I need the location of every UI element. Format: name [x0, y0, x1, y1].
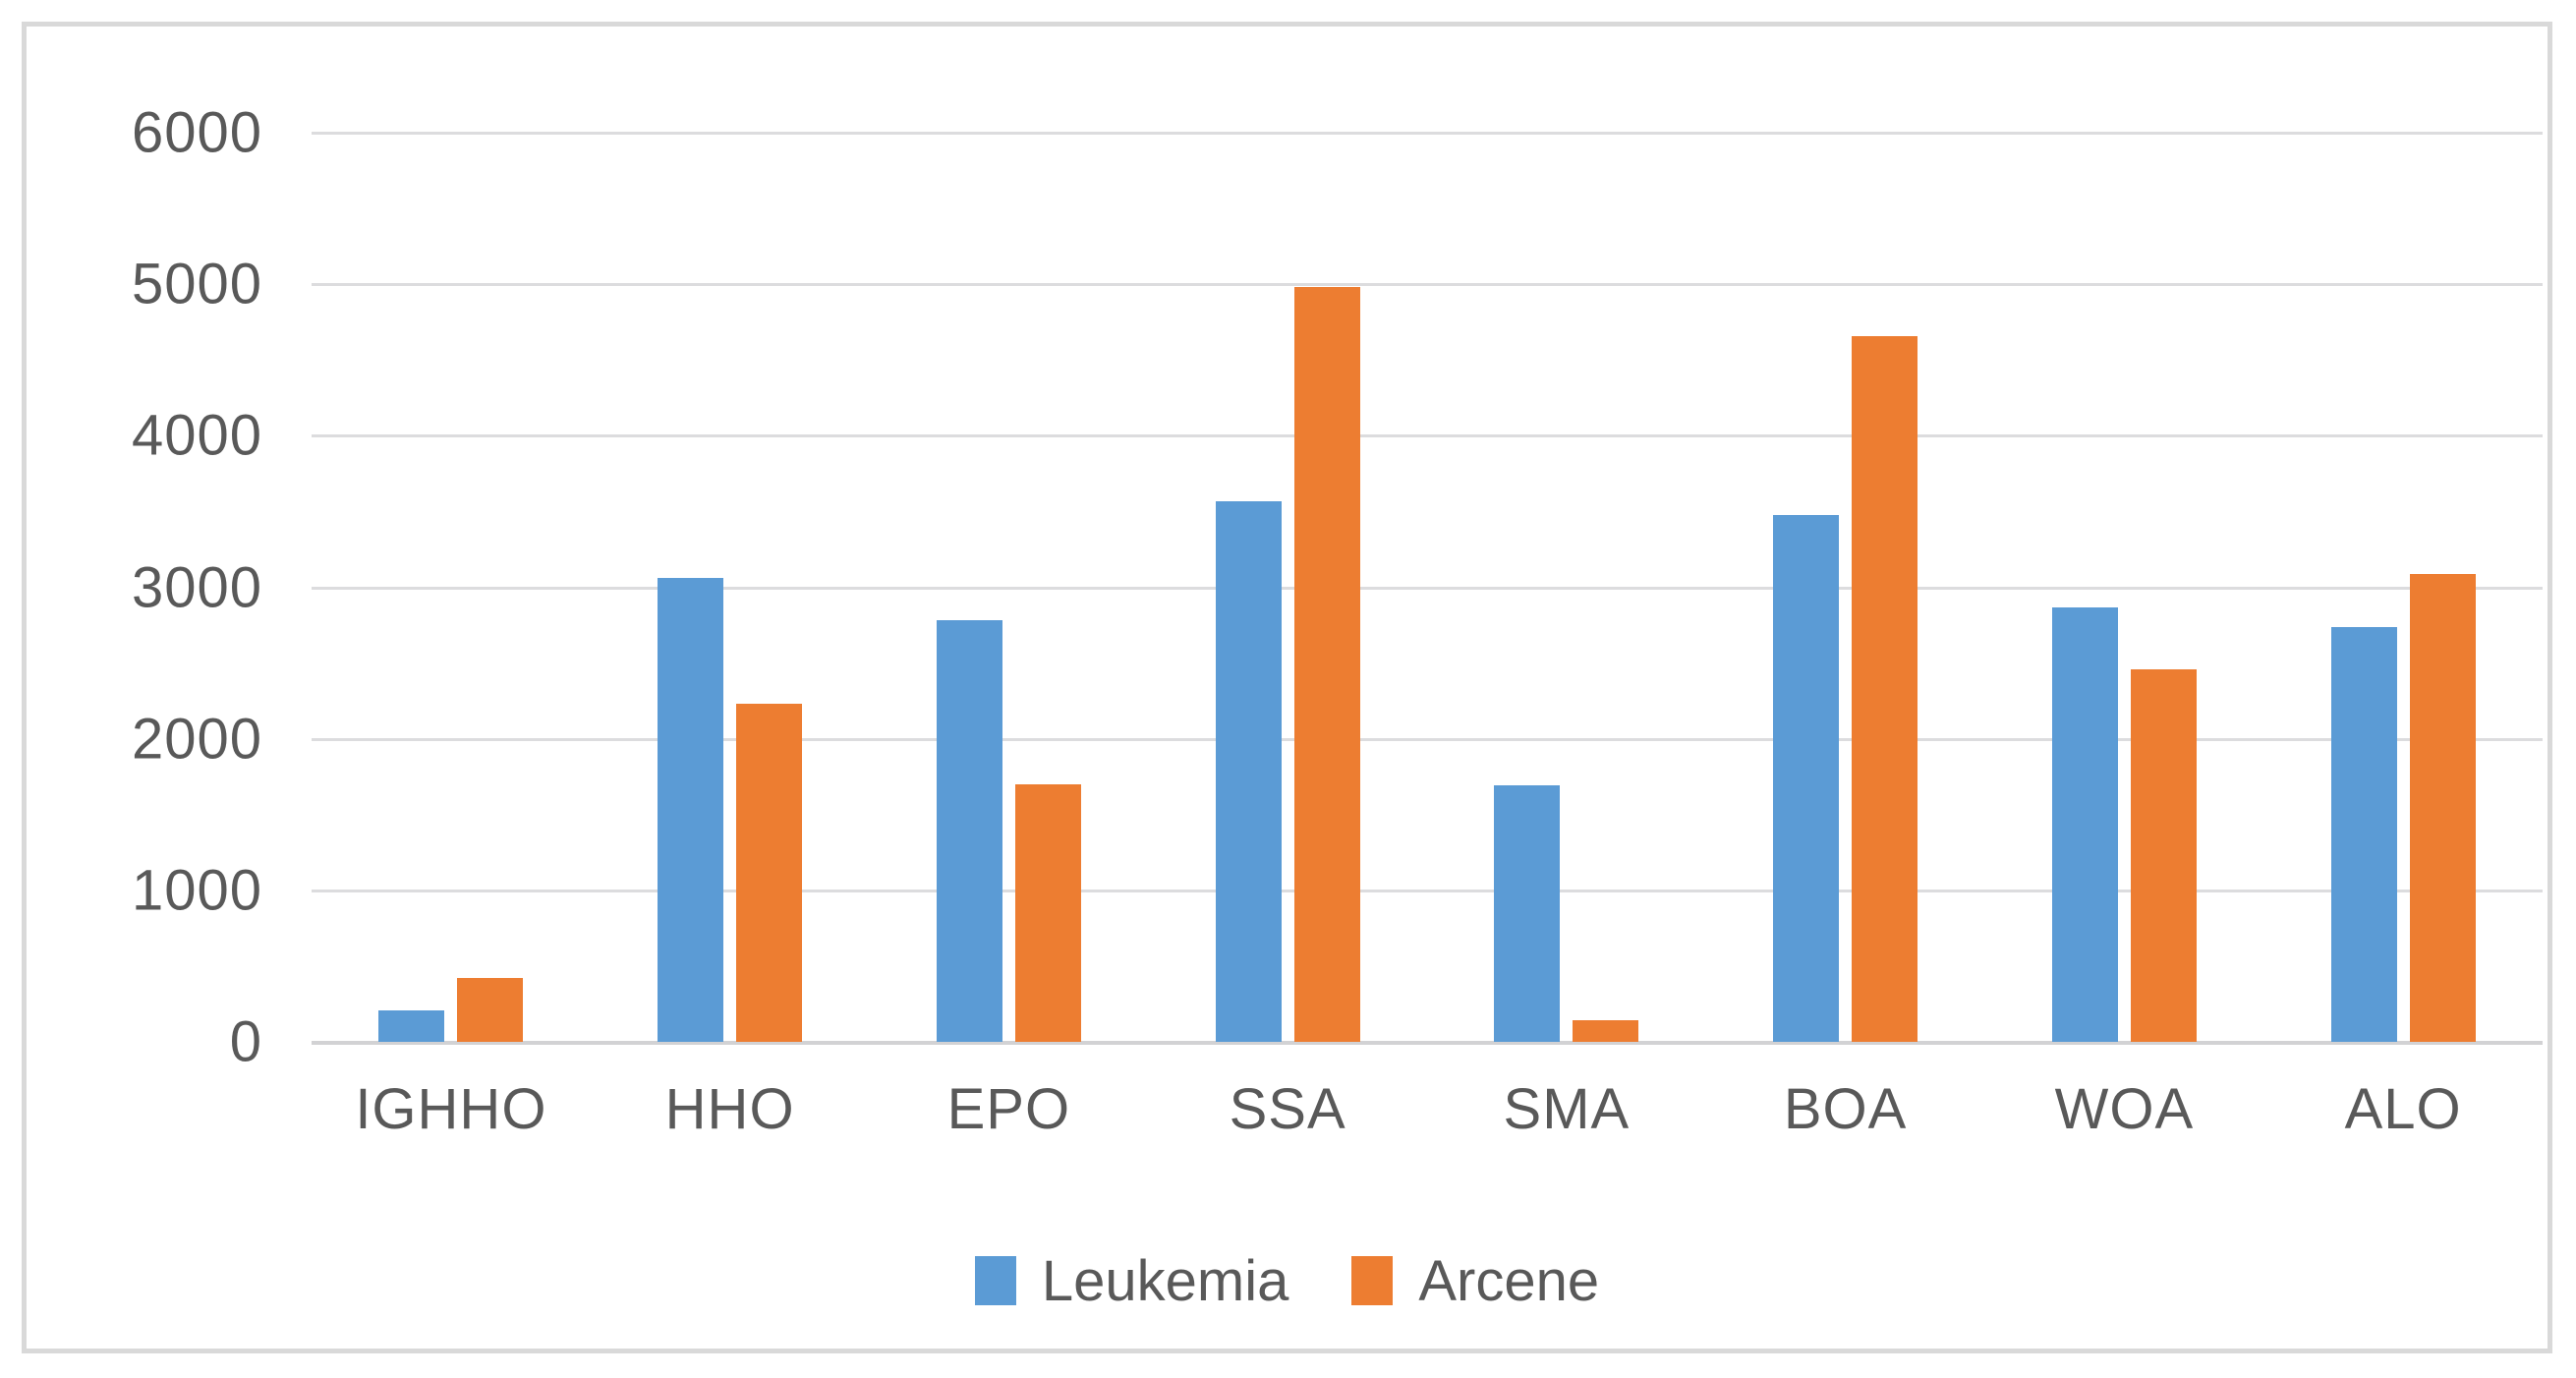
leukemia-swatch-icon — [974, 1256, 1016, 1305]
x-axis: IGHHO HHO EPO SSA SMA BOA WOA ALO — [312, 1076, 2543, 1155]
bar-group-ssa — [1148, 133, 1427, 1042]
gridline — [312, 434, 2543, 438]
arcene-bar-alo — [2409, 573, 2476, 1042]
bar-group-woa — [1985, 133, 2264, 1042]
arcene-bar-sma — [1573, 1020, 1639, 1042]
bar-group-sma — [1427, 133, 1706, 1042]
legend-entry-arcene: Arcene — [1351, 1248, 1599, 1314]
arcene-bar-epo — [1014, 783, 1081, 1042]
arcene-bar-boa — [1852, 335, 1918, 1042]
legend-label-arcene: Arcene — [1418, 1248, 1600, 1313]
plot-area — [312, 132, 2543, 1045]
x-axis-category-label: HHO — [664, 1077, 795, 1141]
bar-group-hho — [591, 133, 870, 1042]
x-axis-category-label: IGHHO — [355, 1077, 547, 1141]
chart-border-frame: 6000 5000 4000 3000 2000 1000 0 IGHHO HHO EPO SSA… — [22, 22, 2552, 1353]
y-axis-tick-label: 3000 — [131, 555, 262, 619]
gridline — [312, 889, 2543, 892]
y-axis-tick-label: 0 — [229, 1009, 262, 1074]
y-axis-tick-label: 2000 — [131, 707, 262, 772]
x-axis-category-label: WOA — [2054, 1077, 2195, 1141]
arcene-bar-hho — [736, 704, 803, 1042]
leukemia-bar-ssa — [1215, 500, 1282, 1042]
gridline — [312, 737, 2543, 741]
x-axis-category-label: BOA — [1783, 1077, 1908, 1141]
y-axis-tick-label: 6000 — [131, 100, 262, 165]
gridline — [312, 132, 2543, 135]
bar-group-boa — [1706, 133, 1985, 1042]
arcene-bar-woa — [2130, 668, 2197, 1042]
bar-group-alo — [2263, 133, 2543, 1042]
x-axis-category-label: SMA — [1503, 1077, 1631, 1141]
arcene-swatch-icon — [1351, 1256, 1394, 1305]
y-axis: 6000 5000 4000 3000 2000 1000 0 — [27, 101, 262, 1074]
leukemia-bar-sma — [1494, 785, 1561, 1042]
leukemia-bar-hho — [658, 578, 724, 1042]
bar-group-epo — [870, 133, 1149, 1042]
bar-group-ighho — [312, 133, 591, 1042]
legend-label-leukemia: Leukemia — [1041, 1248, 1289, 1313]
gridline — [312, 283, 2543, 287]
y-axis-tick-label: 4000 — [131, 403, 262, 468]
y-axis-tick-label: 5000 — [131, 252, 262, 316]
x-axis-line — [312, 1041, 2543, 1045]
arcene-bar-ighho — [457, 978, 524, 1042]
gridline — [312, 586, 2543, 590]
leukemia-bar-epo — [936, 620, 1002, 1042]
x-axis-category-label: EPO — [946, 1077, 1071, 1141]
legend-entry-leukemia: Leukemia — [974, 1248, 1289, 1314]
bar-series-layer — [312, 133, 2543, 1042]
y-axis-tick-label: 1000 — [131, 858, 262, 923]
leukemia-bar-boa — [1773, 514, 1840, 1042]
x-axis-category-label: SSA — [1229, 1077, 1346, 1141]
legend: Leukemia Arcene — [27, 1245, 2547, 1316]
leukemia-bar-ighho — [378, 1009, 445, 1042]
leukemia-bar-alo — [2330, 626, 2397, 1042]
leukemia-bar-woa — [2051, 606, 2118, 1042]
arcene-bar-ssa — [1293, 287, 1360, 1042]
x-axis-category-label: ALO — [2344, 1077, 2462, 1141]
